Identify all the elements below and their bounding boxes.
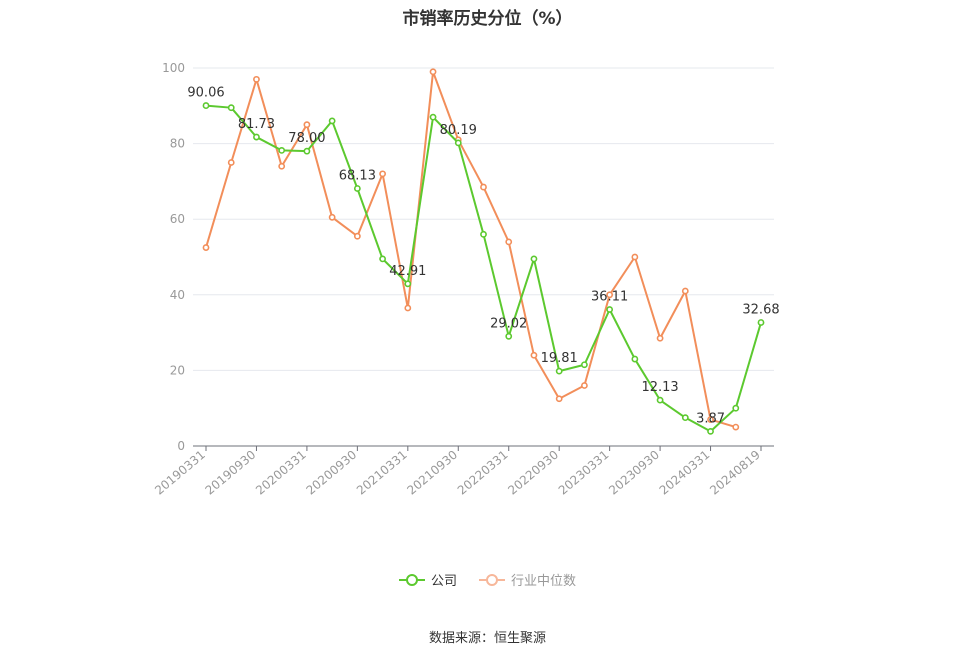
y-tick-label: 40 [170,288,185,302]
data-point-company [454,139,462,147]
data-point-industry-median [202,244,210,251]
data-point-company [505,332,513,340]
data-point-company [681,414,689,422]
data-point-company [404,280,412,288]
data-label: 3.87 [696,411,725,426]
x-tick-label: 20240819 [707,448,763,498]
data-point-industry-median [429,68,437,76]
data-point-company [631,355,639,363]
data-label: 19.81 [541,351,578,366]
legend: 公司 行业中位数 [0,570,975,589]
x-tick-label: 20220331 [455,448,511,498]
y-tick-label: 60 [170,212,185,226]
data-point-company [303,147,311,155]
y-tick-label: 100 [162,61,185,75]
data-source: 数据来源：恒生聚源 [428,631,546,646]
data-point-company [278,147,286,154]
data-point-company [656,396,664,404]
data-point-industry-median [278,162,286,170]
legend-item-industry-median[interactable]: 行业中位数 [479,570,576,589]
data-point-company [227,104,235,112]
x-tick-label: 20190331 [152,448,208,498]
data-point-industry-median [581,382,588,389]
data-point-industry-median [404,304,412,312]
data-point-industry-median [681,287,689,295]
data-point-industry-median [505,238,513,246]
data-label: 80.19 [440,123,477,138]
data-point-industry-median [732,423,740,431]
data-point-company [379,255,386,263]
data-label: 32.68 [742,302,779,317]
data-point-industry-median [227,159,235,166]
data-point-industry-median [328,213,336,221]
data-point-industry-median [631,253,639,261]
data-point-industry-median [530,351,538,359]
data-point-company [555,367,563,375]
grid-lines [193,67,774,371]
data-point-company [429,113,437,121]
data-point-industry-median [707,416,714,423]
x-tick-label: 20220930 [505,448,561,498]
legend-company-label: 公司 [430,574,457,589]
x-tick-label: 20200930 [304,448,360,498]
y-tick-labels: 0 20 40 60 80 100 [162,61,185,453]
x-tick-label: 20210331 [354,448,410,498]
legend-company-marker-icon [398,573,425,587]
data-label: 36.11 [591,290,628,305]
data-point-industry-median [379,170,386,178]
x-tick-label: 20240331 [657,448,713,498]
data-label: 81.73 [238,117,275,132]
data-point-industry-median [480,183,487,191]
y-tick-label: 20 [170,363,185,377]
data-point-company [707,427,714,435]
data-point-company [732,404,740,412]
data-label: 29.02 [490,316,527,331]
data-point-company [328,117,336,125]
legend-industry-label: 行业中位数 [511,574,577,589]
x-tick-label: 20230930 [606,448,662,498]
chart-title: 市销率历史分位（%） [402,9,573,29]
data-point-industry-median [555,395,563,403]
data-point-industry-median [656,334,664,342]
data-point-company [530,255,538,263]
legend-industry-marker-icon [479,573,505,587]
y-tick-label: 80 [170,137,185,151]
legend-item-company[interactable]: 公司 [398,570,457,589]
data-label: 42.91 [389,264,426,279]
data-point-company [480,230,487,238]
data-label: 90.06 [187,86,224,101]
data-point-industry-median [303,121,311,129]
data-point-industry-median [253,75,260,83]
data-point-company [606,306,614,313]
x-axis: 2019033120190930202003312020093020210331… [152,445,774,498]
x-tick-label: 20200331 [253,448,309,498]
data-point-company [757,319,765,326]
data-label: 68.13 [339,168,376,183]
data-point-company [202,102,210,109]
data-point-company [353,185,361,192]
series-line-industry-median [205,70,737,429]
data-point-company [581,361,588,369]
x-tick-label: 20210930 [404,448,460,498]
x-tick-label: 20230331 [556,448,612,498]
series-lines [202,68,765,435]
y-tick-label: 0 [177,439,185,453]
data-label: 78.00 [288,131,325,146]
x-tick-label: 20190930 [203,448,259,498]
data-label: 12.13 [641,380,678,395]
data-point-company [253,133,260,141]
data-labels: 90.06 81.73 78.00 68.13 42.91 80.19 29.02 19.81… [187,86,779,427]
data-point-industry-median [606,291,614,299]
data-point-industry-median [353,232,361,240]
